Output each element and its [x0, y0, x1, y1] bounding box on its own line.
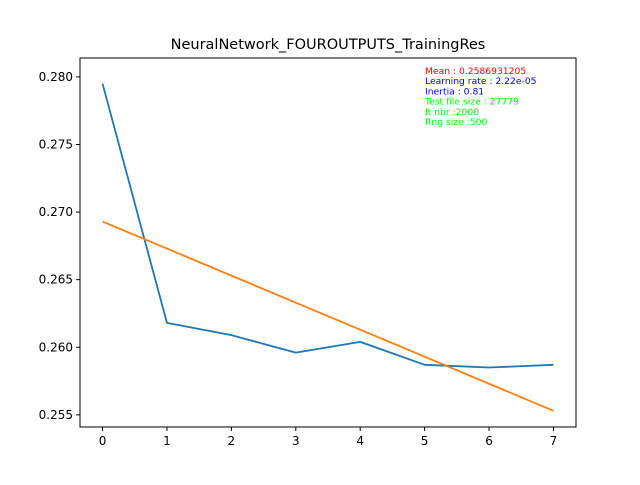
annotation-line: Test file size : 27779: [424, 97, 519, 108]
data-point: [230, 334, 232, 336]
data-point: [101, 82, 103, 84]
data-point: [423, 364, 425, 366]
x-tick-label: 4: [356, 434, 364, 448]
y-tick-label: 0.260: [39, 340, 73, 354]
data-point: [101, 220, 103, 222]
x-tick-label: 2: [228, 434, 236, 448]
annotation-line: Mean : 0.2586931205: [425, 66, 526, 77]
x-tick-label: 1: [163, 434, 171, 448]
series-layer: [101, 82, 554, 412]
x-tick-label: 3: [292, 434, 300, 448]
annotation-line: It nbr :2000: [425, 107, 479, 118]
chart-title: NeuralNetwork_FOUROUTPUTS_TrainingRes: [171, 37, 486, 53]
axes-frame: [79, 57, 577, 428]
y-tick-label: 0.275: [39, 138, 73, 152]
annotation-line: Learning rate : 2.22e-05: [425, 76, 537, 87]
data-point: [295, 351, 297, 353]
annotation-line: Inertia : 0.81: [425, 86, 484, 97]
x-tick-label: 5: [421, 434, 429, 448]
y-tick-label: 0.270: [39, 205, 73, 219]
x-tick-label: 7: [550, 434, 558, 448]
annotation-line: Rng size :500: [425, 117, 487, 128]
y-axis: 0.255 0.260 0.265 0.270 0.275 0.280: [39, 70, 80, 422]
x-axis: 0 1 2 3 4 5 6 7: [99, 427, 558, 448]
data-point: [359, 328, 361, 330]
data-point: [295, 301, 297, 303]
y-tick-label: 0.265: [39, 273, 73, 287]
data-point: [166, 247, 168, 249]
data-point: [488, 383, 490, 385]
series-line-1: [102, 220, 554, 412]
x-tick-label: 6: [485, 434, 493, 448]
data-point: [488, 366, 490, 368]
y-tick-label: 0.255: [39, 408, 73, 422]
y-tick-label: 0.280: [39, 70, 73, 84]
x-tick-label: 0: [99, 434, 107, 448]
data-point: [166, 322, 168, 324]
data-point: [230, 274, 232, 276]
data-point: [552, 364, 554, 366]
data-point: [359, 341, 361, 343]
data-point: [423, 356, 425, 358]
series-line-0: [101, 83, 554, 369]
data-point: [552, 410, 554, 412]
